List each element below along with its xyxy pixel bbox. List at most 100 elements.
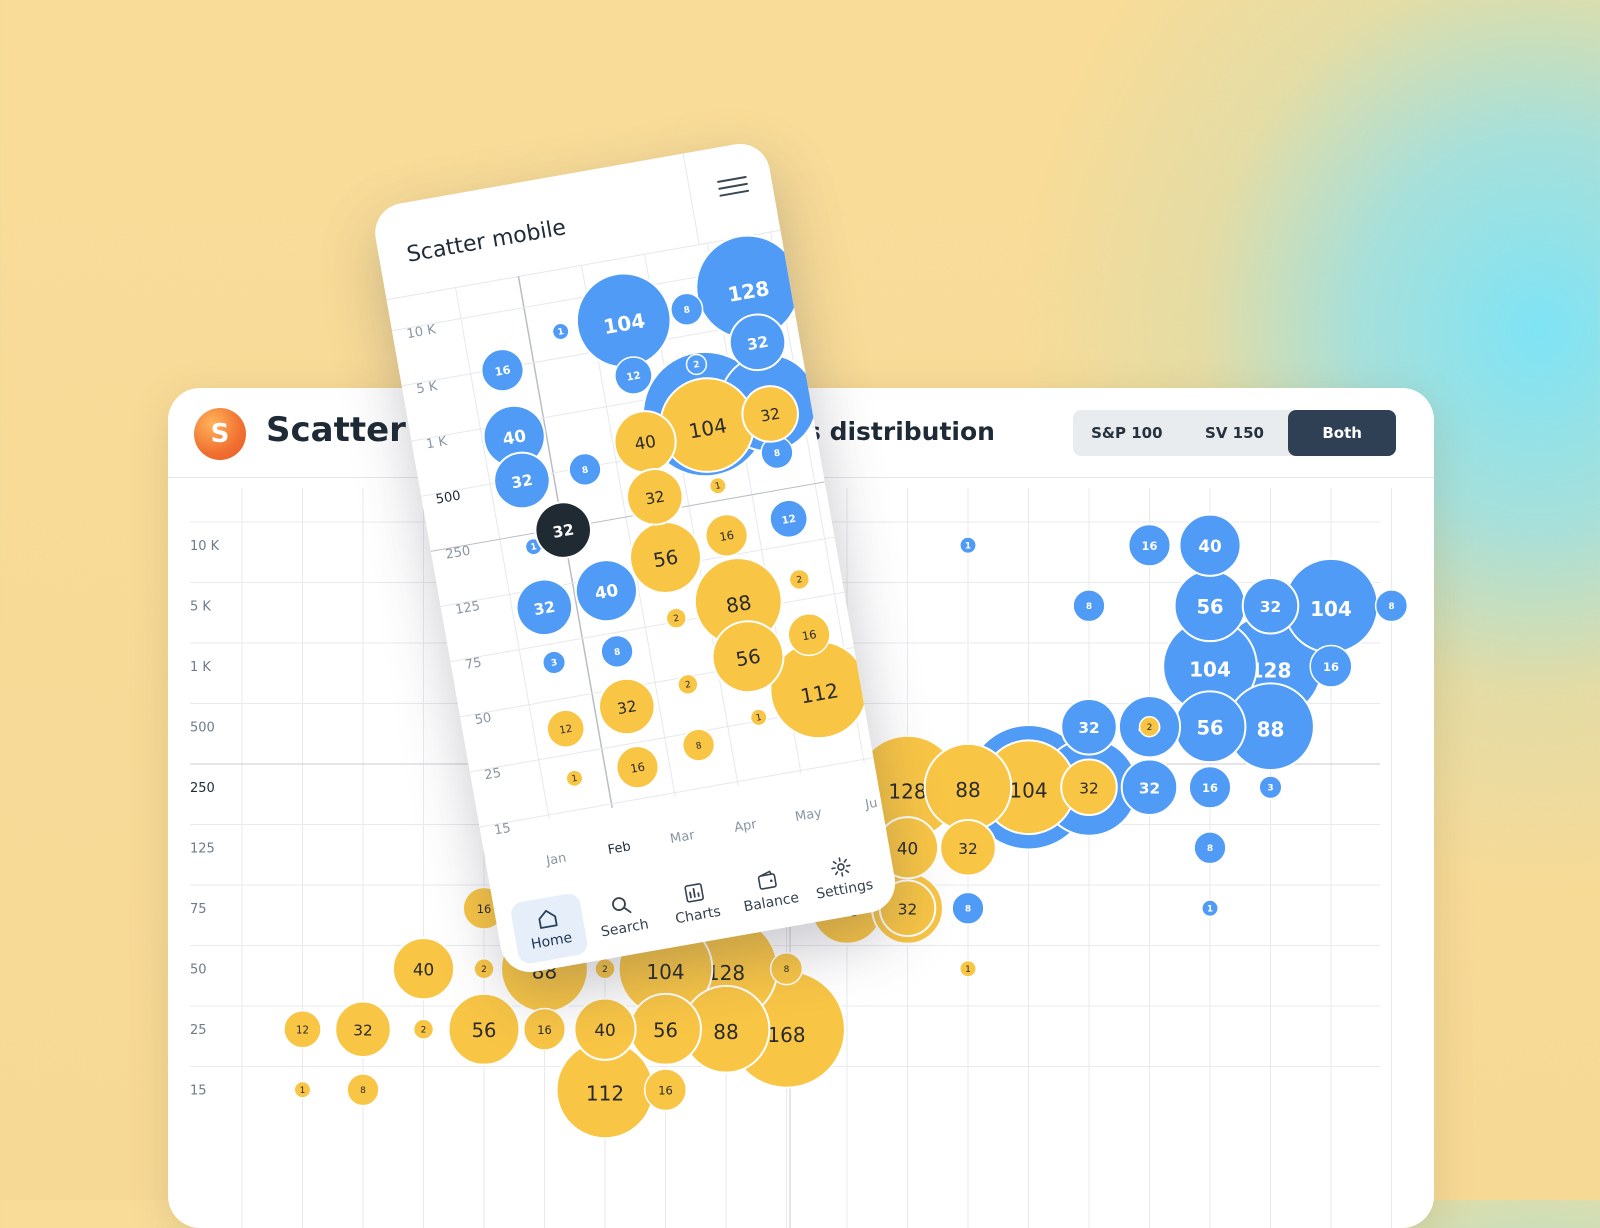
blue-bubble[interactable]: 12	[767, 497, 810, 540]
blue-bubble[interactable]: 12	[612, 354, 655, 397]
bubble-value-label: 2	[421, 1025, 427, 1035]
blue-bubble[interactable]: 1	[1201, 899, 1219, 918]
toggle-both-button[interactable]: Both	[1288, 410, 1397, 456]
blue-bubble[interactable]: 56	[1173, 690, 1247, 764]
yellow-bubble[interactable]: 32	[1060, 758, 1118, 817]
yellow-bubble[interactable]: 40	[875, 816, 940, 880]
yellow-bubble[interactable]: 112	[555, 1040, 655, 1140]
tab-charts[interactable]: Charts	[656, 866, 736, 939]
blue-bubble[interactable]: 32	[725, 310, 789, 374]
blue-bubble[interactable]: 3	[541, 649, 567, 675]
bubble-value-label: 32	[1079, 779, 1098, 797]
bubble-value-label: 112	[586, 1081, 624, 1105]
y-tick-label: 5 K	[190, 600, 211, 615]
blue-bubble[interactable]: 56	[1173, 569, 1247, 643]
blue-bubble[interactable]: 16	[1188, 765, 1232, 809]
y-tick-label: 250	[190, 781, 215, 796]
yellow-bubble[interactable]: 1	[959, 959, 977, 978]
bubble-value-label: 3	[550, 658, 558, 669]
blue-bubble[interactable]: 32	[1120, 758, 1179, 817]
yellow-bubble[interactable]: 8	[680, 727, 717, 764]
yellow-bubble[interactable]: 2	[788, 568, 811, 591]
yellow-bubble[interactable]: 56	[707, 616, 789, 698]
blue-bubble[interactable]: 8	[1193, 831, 1227, 865]
bubble-value-label: 32	[1078, 719, 1099, 737]
yellow-bubble[interactable]: 56	[447, 992, 521, 1066]
chart-icon	[684, 883, 704, 903]
yellow-bubble[interactable]: 8	[769, 952, 804, 986]
blue-bubble[interactable]: 8	[567, 451, 604, 488]
yellow-bubble[interactable]: 40	[573, 997, 637, 1061]
blue-bubble[interactable]: 104	[1283, 557, 1379, 654]
bubble-value-label: 40	[1198, 536, 1221, 556]
yellow-bubble[interactable]: 8	[346, 1073, 380, 1107]
blue-bubble[interactable]: 40	[1178, 513, 1242, 577]
yellow-bubble[interactable]: 2	[412, 1018, 435, 1040]
blue-bubble[interactable]: 1	[551, 322, 570, 341]
bubble-value-label: 104	[1189, 658, 1231, 682]
blue-bubble[interactable]: 40	[479, 401, 550, 472]
blue-bubble[interactable]: 32	[1060, 697, 1118, 756]
blue-bubble[interactable]: 32	[490, 448, 554, 512]
blue-bubble[interactable]: 8	[1072, 589, 1106, 623]
blue-bubble[interactable]: 16	[478, 346, 526, 394]
yellow-bubble[interactable]: 32	[334, 1000, 392, 1059]
yellow-bubble[interactable]: 104	[653, 371, 762, 480]
tab-balance[interactable]: Balance	[729, 853, 809, 926]
yellow-bubble[interactable]: 40	[391, 937, 456, 1001]
blue-bubble[interactable]: 32	[512, 575, 576, 639]
yellow-bubble[interactable]: 2	[473, 958, 495, 980]
blue-bubble[interactable]: 8	[599, 633, 636, 670]
bubble-value-label: 16	[494, 362, 512, 379]
yellow-bubble[interactable]: 32	[623, 465, 687, 529]
bubble-value-label: 88	[955, 778, 980, 802]
bubble-value-label: 32	[644, 487, 666, 508]
blue-bubble[interactable]: 1	[959, 536, 977, 555]
yellow-bubble[interactable]: 12	[283, 1009, 322, 1049]
yellow-bubble[interactable]: 88	[923, 742, 1013, 832]
yellow-bubble[interactable]: 32	[738, 382, 802, 446]
blue-bubble[interactable]: 2	[685, 353, 708, 376]
toggle-sp100-button[interactable]: S&P 100	[1091, 424, 1163, 442]
yellow-bubble[interactable]: 2	[1138, 716, 1161, 738]
bubble-value-label: 8	[1207, 844, 1213, 854]
blue-bubble[interactable]: 40	[571, 555, 642, 626]
yellow-bubble[interactable]: 16	[785, 610, 833, 658]
yellow-bubble[interactable]: 2	[676, 673, 699, 696]
selected-bubble[interactable]: 32	[531, 498, 595, 562]
yellow-bubble[interactable]: 1	[708, 476, 727, 495]
bubble-value-label: 8	[695, 741, 703, 752]
blue-bubble[interactable]: 8	[668, 291, 705, 328]
yellow-bubble[interactable]: 32	[939, 818, 997, 877]
yellow-bubble[interactable]: 32	[595, 674, 659, 738]
yellow-bubble[interactable]: 16	[703, 511, 751, 559]
yellow-bubble[interactable]: 1	[749, 708, 768, 727]
yellow-bubble[interactable]: 1	[565, 769, 584, 788]
blue-bubble[interactable]: 8	[951, 891, 985, 925]
yellow-bubble[interactable]: 16	[522, 1007, 567, 1051]
blue-bubble[interactable]: 32	[1241, 576, 1300, 635]
menu-button[interactable]	[682, 139, 781, 245]
yellow-bubble[interactable]: 16	[613, 743, 661, 791]
blue-bubble[interactable]: 16	[1127, 523, 1172, 567]
blue-bubble[interactable]: 3	[1258, 775, 1283, 800]
yellow-bubble[interactable]: 2	[665, 607, 688, 630]
blue-bubble[interactable]: 88	[1226, 682, 1315, 772]
yellow-bubble[interactable]: 56	[629, 992, 702, 1066]
tab-home[interactable]: Home	[509, 891, 590, 966]
bubble-value-label: 40	[413, 959, 434, 979]
tab-settings[interactable]: Settings	[803, 840, 883, 913]
bubble-value-label: 56	[472, 1019, 497, 1042]
tab-search[interactable]: Search	[583, 879, 663, 952]
yellow-bubble[interactable]: 12	[544, 707, 587, 750]
bubble-value-label: 88	[724, 590, 753, 618]
toggle-sv150-button[interactable]: SV 150	[1205, 424, 1264, 442]
yellow-bubble[interactable]: 40	[610, 406, 681, 477]
tab-search-label: Search	[599, 916, 650, 941]
blue-bubble[interactable]: 16	[1309, 644, 1353, 688]
yellow-bubble[interactable]: 2	[594, 958, 616, 980]
blue-bubble[interactable]: 104	[569, 266, 678, 375]
yellow-bubble[interactable]: 16	[643, 1068, 688, 1112]
blue-bubble[interactable]: 8	[1374, 589, 1409, 623]
yellow-bubble[interactable]: 1	[293, 1080, 312, 1099]
